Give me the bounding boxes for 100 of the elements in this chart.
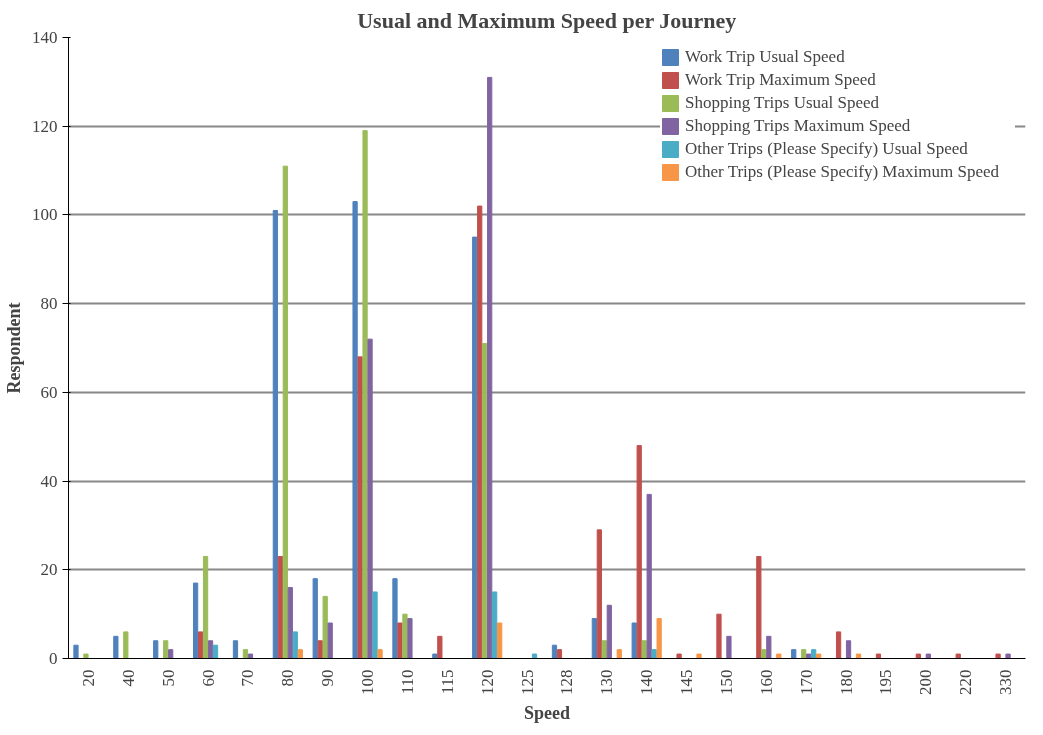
legend-label: Work Trip Maximum Speed [685, 70, 877, 90]
bar [402, 613, 408, 659]
bar [482, 343, 488, 659]
bar [801, 649, 807, 659]
bar [377, 649, 383, 659]
bar [811, 649, 817, 659]
x-tick-label: 50 [158, 669, 178, 687]
bar [282, 165, 288, 659]
bar [716, 613, 722, 659]
bar [636, 445, 642, 659]
x-tick-label: 40 [118, 669, 138, 687]
y-axis-title: Respondent [4, 302, 24, 394]
x-tick-label: 128 [557, 669, 577, 695]
bar [556, 649, 563, 659]
bar [596, 529, 602, 659]
legend-label: Work Trip Usual Speed [685, 47, 846, 67]
x-axis-title: Speed [523, 703, 571, 723]
bar [531, 653, 538, 659]
x-tick-label: 195 [876, 669, 896, 695]
bar [317, 640, 323, 659]
bar [601, 640, 607, 659]
bar [756, 555, 762, 659]
bar [995, 653, 1001, 659]
x-tick-label: 150 [716, 669, 736, 695]
bar [322, 595, 328, 659]
bar [272, 209, 278, 659]
bar [73, 644, 79, 659]
x-tick-label: 120 [477, 669, 497, 695]
bar [492, 591, 498, 659]
bar [616, 649, 622, 659]
bar [776, 653, 782, 659]
bar [816, 653, 822, 659]
legend-label: Shopping Trips Usual Speed [685, 93, 881, 113]
bar [1005, 653, 1011, 659]
bar [367, 338, 373, 659]
bar [312, 578, 318, 659]
x-tick-label: 80 [278, 669, 298, 687]
x-tick-label: 100 [358, 669, 378, 695]
bar [835, 631, 842, 659]
bar [168, 649, 174, 659]
bar [192, 582, 199, 659]
legend-label: Other Trips (Please Specify) Usual Speed [685, 139, 969, 159]
bar [297, 649, 303, 659]
bar [761, 649, 767, 659]
bar [207, 640, 214, 659]
bar [242, 649, 249, 659]
y-tick-label: 40 [40, 471, 58, 491]
y-tick-label: 60 [40, 382, 58, 402]
bar [362, 130, 368, 659]
x-tick-label: 200 [916, 669, 936, 695]
bar [287, 587, 293, 659]
x-tick-label: 70 [238, 669, 258, 687]
bar [432, 653, 438, 659]
bar [212, 644, 219, 659]
bar [806, 653, 812, 659]
bar [357, 356, 363, 659]
x-tick-label: 130 [597, 669, 617, 695]
bar [641, 640, 647, 659]
legend-label: Shopping Trips Maximum Speed [685, 116, 912, 136]
x-tick-label: 110 [397, 669, 417, 695]
x-tick-label: 20 [78, 669, 98, 687]
x-tick-label: 180 [836, 669, 856, 695]
bar [646, 493, 652, 659]
bar [123, 631, 129, 659]
bar [606, 604, 612, 659]
bar [197, 631, 204, 659]
bar [472, 236, 478, 659]
bar [875, 653, 882, 659]
bar [497, 622, 503, 659]
bar [955, 653, 961, 659]
bar [656, 618, 662, 659]
chart-title: Usual and Maximum Speed per Journey [357, 7, 737, 33]
bar [407, 618, 413, 659]
bar [845, 640, 852, 659]
x-tick-label: 145 [677, 669, 697, 695]
y-tick-label: 80 [40, 294, 58, 314]
x-tick-label: 220 [956, 669, 976, 695]
x-tick-label: 140 [637, 669, 657, 695]
bar [551, 644, 558, 659]
y-tick-label: 100 [32, 205, 58, 225]
bar [247, 653, 254, 659]
bar [352, 201, 358, 659]
x-tick-label: 115 [437, 669, 457, 695]
x-tick-label: 170 [796, 669, 816, 695]
bar [372, 591, 378, 659]
bar [487, 76, 493, 659]
y-tick-label: 120 [32, 116, 58, 136]
x-tick-label: 160 [756, 669, 776, 695]
bar [631, 622, 637, 659]
bar [915, 653, 921, 659]
bar [696, 653, 702, 659]
x-tick-label: 90 [318, 669, 338, 687]
y-tick-label: 0 [49, 649, 58, 668]
bar [153, 640, 159, 659]
bar [437, 635, 443, 659]
bar [292, 631, 298, 659]
bar [477, 205, 483, 659]
bar [392, 578, 398, 659]
bar [591, 618, 597, 659]
y-tick-label: 140 [32, 28, 58, 47]
